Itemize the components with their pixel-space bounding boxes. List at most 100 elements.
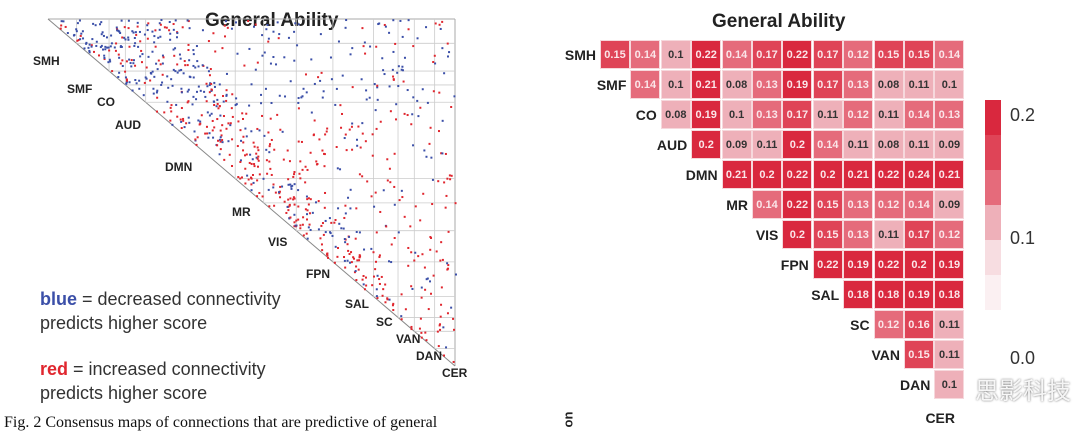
blue-edge-dot — [395, 103, 398, 106]
red-edge-dot — [273, 148, 276, 151]
blue-edge-dot — [293, 30, 296, 33]
heatmap-cell: 0.16 — [904, 310, 934, 339]
red-edge-dot — [403, 112, 406, 115]
blue-edge-dot — [180, 68, 183, 71]
blue-edge-dot — [189, 76, 192, 79]
red-edge-dot — [341, 112, 344, 115]
red-edge-dot — [292, 175, 295, 178]
red-edge-dot — [125, 60, 128, 63]
red-edge-dot — [446, 268, 449, 271]
heatmap-cell: 0.08 — [660, 100, 691, 129]
red-edge-dot — [412, 45, 415, 48]
heatmap-cell: 0.11 — [873, 100, 904, 129]
red-edge-dot — [441, 20, 444, 23]
blue-edge-dot — [293, 213, 296, 216]
red-edge-dot — [123, 26, 126, 29]
red-edge-dot — [420, 296, 423, 299]
red-edge-dot — [434, 22, 437, 25]
red-edge-dot — [333, 261, 336, 264]
blue-edge-dot — [416, 37, 419, 40]
heatmap-cell: 0.14 — [752, 190, 782, 219]
blue-edge-dot — [175, 36, 178, 39]
blue-edge-dot — [236, 52, 239, 55]
blue-edge-dot — [361, 122, 364, 125]
red-edge-dot — [218, 105, 221, 108]
red-edge-dot — [117, 53, 120, 56]
red-edge-dot — [279, 128, 282, 131]
red-edge-dot — [268, 145, 271, 148]
colorbar-segment — [985, 310, 1001, 345]
red-edge-dot — [348, 128, 351, 131]
heatmap-cell: 0.09 — [934, 130, 965, 159]
blue-edge-dot — [336, 167, 339, 170]
red-edge-dot — [432, 90, 435, 93]
red-edge-dot — [315, 160, 318, 163]
blue-edge-dot — [110, 42, 113, 45]
red-edge-dot — [170, 104, 173, 107]
red-edge-dot — [385, 225, 388, 228]
red-edge-dot — [239, 160, 242, 163]
blue-edge-dot — [158, 28, 161, 31]
red-edge-dot — [386, 297, 389, 300]
heatmap-cell: 0.2 — [782, 130, 813, 159]
red-edge-dot — [450, 174, 453, 177]
red-edge-dot — [187, 20, 190, 23]
blue-edge-dot — [76, 22, 79, 25]
blue-edge-dot — [392, 19, 395, 22]
heatmap-cell: 0.17 — [782, 100, 813, 129]
red-edge-dot — [379, 120, 382, 123]
red-edge-dot — [344, 204, 347, 207]
red-edge-dot — [256, 146, 259, 149]
red-edge-dot — [359, 146, 362, 149]
red-edge-dot — [154, 29, 157, 32]
red-edge-dot — [364, 140, 367, 143]
red-edge-dot — [217, 107, 220, 110]
red-edge-dot — [336, 255, 339, 258]
red-edge-dot — [210, 82, 213, 85]
red-edge-dot — [249, 176, 252, 179]
red-edge-dot — [317, 200, 320, 203]
red-edge-dot — [289, 216, 292, 219]
blue-edge-dot — [160, 83, 163, 86]
red-edge-dot — [430, 237, 433, 240]
red-edge-dot — [343, 216, 346, 219]
heatmap-cell: 0.11 — [812, 100, 843, 129]
red-edge-dot — [372, 251, 375, 254]
blue-edge-dot — [92, 22, 95, 25]
blue-edge-dot — [334, 245, 337, 248]
red-edge-dot — [292, 198, 295, 201]
blue-edge-dot — [191, 103, 194, 106]
red-edge-dot — [402, 80, 405, 83]
blue-edge-dot — [411, 287, 414, 290]
red-edge-dot — [417, 255, 420, 258]
heatmap-cell: 0.18 — [934, 280, 965, 309]
red-edge-dot — [429, 235, 432, 238]
red-edge-dot — [424, 288, 427, 291]
blue-edge-dot — [328, 217, 331, 220]
blue-edge-dot — [416, 99, 419, 102]
heatmap-row-label: FPN — [780, 257, 809, 273]
blue-edge-dot — [225, 94, 228, 97]
heatmap-row-label: SC — [850, 317, 870, 333]
blue-edge-dot — [135, 82, 138, 85]
blue-edge-dot — [309, 228, 312, 231]
red-edge-dot — [242, 149, 245, 152]
blue-edge-dot — [339, 168, 342, 171]
red-edge-dot — [208, 74, 211, 77]
red-edge-dot — [257, 149, 260, 152]
blue-edge-dot — [172, 68, 175, 71]
red-edge-dot — [376, 84, 379, 87]
blue-edge-dot — [365, 98, 368, 101]
red-edge-dot — [256, 157, 259, 160]
heatmap-cell: 0.21 — [934, 160, 965, 189]
red-edge-dot — [299, 227, 302, 230]
red-edge-dot — [293, 203, 296, 206]
blue-edge-dot — [115, 26, 118, 29]
heatmap-cell: 0.2 — [691, 130, 722, 159]
heatmap-cell: 0.2 — [812, 160, 843, 189]
red-edge-dot — [320, 224, 323, 227]
blue-edge-dot — [125, 81, 128, 84]
red-edge-dot — [213, 126, 216, 129]
blue-edge-dot — [258, 129, 261, 132]
red-edge-dot — [180, 107, 183, 110]
